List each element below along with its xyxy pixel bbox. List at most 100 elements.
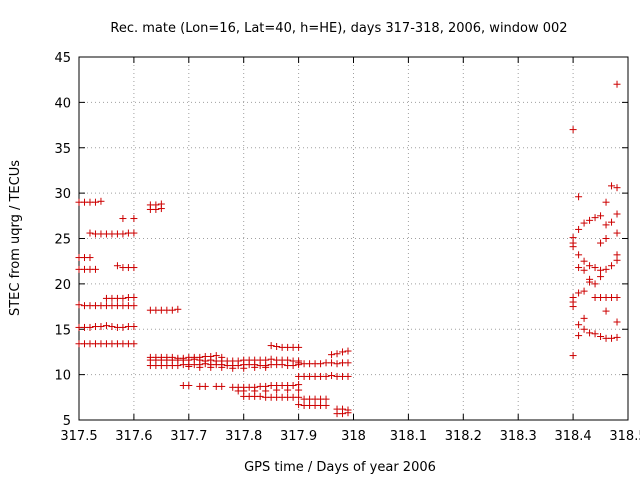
data-point — [295, 393, 303, 401]
data-point — [597, 212, 605, 220]
data-point — [152, 205, 160, 213]
data-point — [130, 302, 138, 310]
data-point — [218, 363, 226, 371]
x-tick-label: 317.7 — [170, 429, 207, 444]
data-point — [322, 401, 330, 409]
data-point — [575, 193, 583, 201]
data-point — [185, 382, 193, 390]
data-point — [569, 126, 577, 134]
data-point — [113, 262, 121, 270]
data-point — [86, 254, 94, 262]
data-point — [130, 215, 138, 223]
data-point — [273, 386, 281, 394]
data-point — [91, 265, 99, 273]
data-point — [267, 355, 275, 363]
data-point — [97, 197, 105, 205]
data-point — [613, 256, 621, 264]
data-point — [608, 182, 616, 190]
data-point — [602, 235, 610, 242]
data-point — [174, 362, 182, 370]
x-tick-label: 318.1 — [390, 429, 427, 444]
data-point — [586, 262, 594, 270]
data-point — [196, 363, 204, 371]
data-point — [569, 352, 577, 360]
data-point — [119, 215, 127, 223]
data-point — [339, 348, 347, 356]
y-tick-label: 40 — [54, 96, 71, 111]
data-point — [575, 321, 583, 329]
data-point — [613, 229, 621, 237]
data-point — [218, 382, 226, 390]
data-point — [586, 216, 594, 224]
data-point — [201, 382, 209, 390]
data-point — [597, 273, 605, 281]
data-point — [339, 410, 347, 418]
y-axis: 5 10 15 20 25 30 35 40 45 — [54, 51, 628, 429]
data-point — [597, 266, 605, 274]
data-point — [569, 303, 577, 311]
x-tick-label: 317.5 — [60, 429, 97, 444]
data-point — [333, 360, 341, 368]
data-point — [613, 333, 621, 341]
data-point — [130, 264, 138, 272]
y-axis-label: STEC from uqrg / TECUs — [8, 160, 23, 316]
data-point — [295, 343, 303, 351]
data-point — [119, 294, 127, 302]
data-point — [344, 372, 352, 380]
data-point — [317, 360, 325, 368]
data-point — [580, 266, 588, 274]
data-point — [262, 363, 270, 371]
x-tick-label: 318 — [341, 429, 366, 444]
data-point — [613, 80, 621, 88]
data-point — [608, 218, 616, 226]
x-tick-label: 318.5 — [609, 429, 640, 444]
data-point — [569, 243, 577, 251]
data-point — [613, 210, 621, 218]
data-point — [229, 364, 237, 372]
data-point — [262, 387, 270, 395]
data-point — [262, 356, 270, 364]
data-point — [328, 351, 336, 359]
x-tick-label: 318.3 — [500, 429, 537, 444]
y-tick-label: 35 — [54, 142, 71, 157]
data-point — [602, 307, 610, 315]
data-point — [344, 409, 352, 417]
data-point — [119, 323, 127, 331]
data-point — [91, 198, 99, 206]
data-point — [602, 221, 610, 229]
data-point — [174, 305, 182, 313]
data-point — [185, 362, 193, 370]
x-tick-label: 317.6 — [115, 429, 152, 444]
data-point — [157, 205, 165, 213]
data-points — [75, 80, 621, 418]
x-tick-label: 317.8 — [225, 429, 262, 444]
data-point — [602, 198, 610, 206]
data-point — [580, 257, 588, 265]
data-point — [575, 264, 583, 272]
data-point — [108, 323, 116, 331]
data-point — [119, 230, 127, 238]
data-point — [613, 293, 621, 301]
data-point — [328, 372, 336, 380]
data-point — [586, 278, 594, 286]
data-point — [234, 357, 242, 365]
data-point — [295, 401, 303, 409]
data-point — [613, 184, 621, 192]
data-point — [597, 333, 605, 341]
data-point — [207, 363, 215, 371]
data-point — [333, 350, 341, 358]
data-point — [284, 386, 292, 394]
data-point — [273, 342, 281, 350]
data-point — [130, 340, 138, 348]
data-point — [75, 301, 83, 309]
data-point — [284, 356, 292, 364]
data-point — [344, 347, 352, 355]
data-point — [344, 359, 352, 367]
chart-title: Rec. mate (Lon=16, Lat=40, h=HE), days 3… — [110, 21, 567, 36]
x-axis: 317.5 317.6 317.7 317.8 317.9 318 318.1 318.2 31… — [60, 57, 640, 444]
data-point — [575, 332, 583, 340]
data-point — [580, 219, 588, 227]
data-point — [608, 334, 616, 342]
data-point — [591, 214, 599, 222]
